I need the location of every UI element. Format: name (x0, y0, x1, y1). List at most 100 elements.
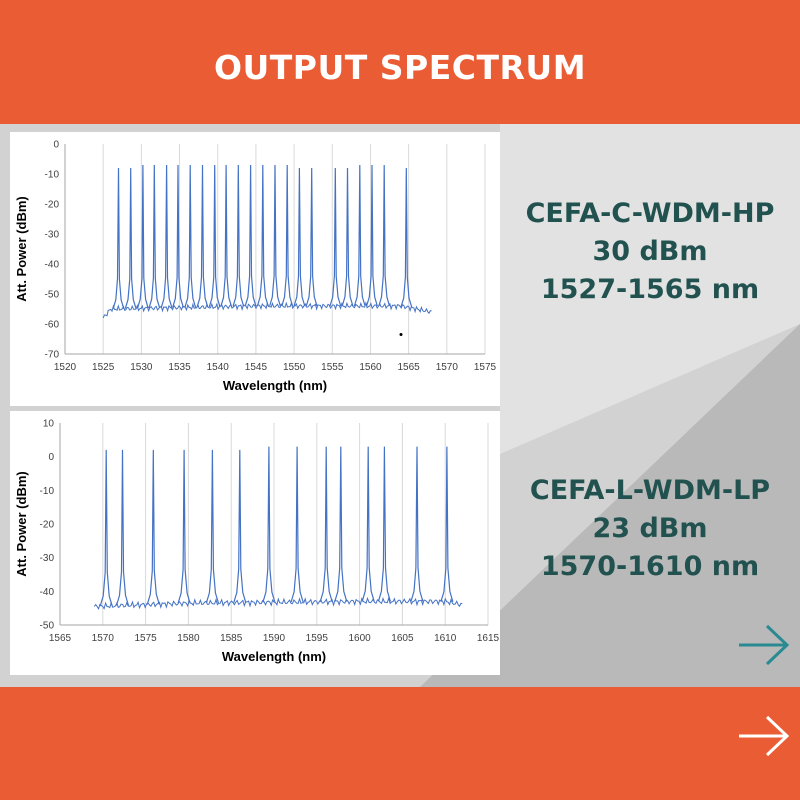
x-tick-label: 1595 (306, 633, 329, 644)
x-tick-label: 1600 (348, 633, 371, 644)
y-tick-label: -60 (45, 320, 60, 331)
x-tick-label: 1570 (92, 633, 115, 644)
spectral-peak (184, 164, 197, 308)
x-tick-label: 1570 (436, 362, 459, 373)
x-tick-label: 1585 (220, 633, 243, 644)
spectral-peak (366, 164, 378, 307)
y-tick-label: -40 (45, 260, 60, 271)
chart-c-band: 1520 1525 1530 1535 1540 1545 1550 1555 1560 1565… (14, 140, 497, 394)
spectral-peak (99, 449, 113, 607)
spectral-peak (410, 446, 424, 602)
y-tick-label: -40 (40, 587, 55, 598)
product-name: CEFA-C-WDM-HP (525, 198, 775, 229)
background-shapes (420, 124, 800, 687)
y-axis-label: Att. Power (dBm) (14, 196, 29, 301)
spectral-peak (269, 164, 281, 307)
product-spec-c: CEFA-C-WDM-HP 30 dBm 1527-1565 nm (505, 195, 795, 309)
spectral-peak (112, 167, 125, 309)
arrow-right-icon[interactable] (736, 713, 792, 759)
chart-panel-c-band: 1520 1525 1530 1535 1540 1545 1550 1555 1560 1565… (10, 132, 500, 406)
x-tick-label: 1580 (177, 633, 200, 644)
y-tick-label: 10 (43, 419, 55, 430)
spectral-peak (148, 164, 161, 309)
y-tick-label: 0 (48, 452, 54, 463)
spectral-peak (281, 164, 294, 307)
x-tick-label: 1560 (359, 362, 382, 373)
product-name: CEFA-L-WDM-LP (529, 475, 771, 506)
product-range: 1570-1610 nm (540, 551, 760, 582)
product-range: 1527-1565 nm (540, 274, 760, 305)
plot-area: 1520 1525 1530 1535 1540 1545 1550 1555 1560 1565… (14, 140, 497, 394)
chart-l-band: 1565 1570 1575 1580 1585 1590 1595 1600 1605 1610… (14, 419, 500, 665)
plot-area: 1565 1570 1575 1580 1585 1590 1595 1600 1605 1610… (14, 419, 500, 665)
y-tick-label: -10 (45, 170, 60, 181)
product-spec-l: CEFA-L-WDM-LP 23 dBm 1570-1610 nm (505, 472, 795, 586)
x-tick-label: 1575 (134, 633, 157, 644)
spectral-peak (115, 449, 130, 606)
spectral-peak (232, 164, 245, 307)
y-tick-label: -30 (45, 230, 60, 241)
x-tick-label: 1575 (474, 362, 497, 373)
x-tick-label: 1540 (207, 362, 230, 373)
y-tick-label: -20 (40, 520, 55, 531)
spectral-peak (205, 449, 219, 604)
y-tick-label: -50 (45, 290, 60, 301)
spectral-peak (160, 164, 173, 308)
spectral-peak (244, 164, 257, 307)
stray-data-point (399, 333, 403, 336)
x-tick-label: 1530 (130, 362, 153, 373)
spectral-peak (146, 449, 160, 605)
page-title: OUTPUT SPECTRUM (213, 48, 587, 87)
x-tick-label: 1555 (321, 362, 344, 373)
spectral-peak (233, 449, 247, 603)
y-tick-label: -20 (45, 200, 60, 211)
spectral-peak (136, 164, 149, 309)
y-tick-label: -70 (45, 350, 60, 361)
x-axis-label: Wavelength (nm) (223, 378, 327, 393)
arrow-right-icon[interactable] (736, 622, 792, 668)
footer-banner (0, 687, 800, 800)
spectral-peak (440, 446, 454, 602)
spectral-peak (319, 446, 333, 602)
light-wedge (500, 124, 800, 454)
spectral-peak (172, 164, 184, 308)
spectral-peak (341, 167, 354, 307)
spectral-peak (334, 446, 348, 602)
spectral-peak (256, 164, 269, 307)
x-tick-label: 1520 (54, 362, 77, 373)
spectral-peak (377, 446, 391, 602)
spectral-peak (208, 164, 221, 308)
spectral-peak (262, 446, 276, 603)
spectral-peak (305, 167, 318, 307)
product-power: 30 dBm (592, 236, 708, 267)
spectral-peak (220, 164, 233, 307)
spectral-peak (293, 167, 306, 307)
dark-wedge (420, 324, 800, 687)
spectral-peak (353, 164, 366, 307)
x-tick-label: 1550 (283, 362, 306, 373)
spectral-peak (400, 167, 413, 308)
x-tick-label: 1590 (263, 633, 286, 644)
noise-floor-trace (93, 596, 463, 610)
spectral-peak (329, 167, 342, 307)
x-tick-label: 1525 (92, 362, 115, 373)
x-tick-label: 1615 (477, 633, 500, 644)
x-tick-label: 1565 (49, 633, 72, 644)
x-tick-label: 1610 (434, 633, 457, 644)
x-tick-label: 1565 (398, 362, 421, 373)
x-tick-label: 1535 (168, 362, 191, 373)
y-tick-label: -30 (40, 553, 55, 564)
header-banner: OUTPUT SPECTRUM (0, 0, 800, 124)
x-tick-label: 1545 (245, 362, 268, 373)
chart-panel-l-band: 1565 1570 1575 1580 1585 1590 1595 1600 1605 1610… (10, 411, 500, 675)
x-tick-label: 1605 (391, 633, 414, 644)
y-tick-label: -10 (40, 486, 55, 497)
x-axis-label: Wavelength (nm) (222, 649, 326, 664)
spectral-peak (196, 164, 209, 308)
spectral-peak (124, 167, 137, 309)
spectral-peak (290, 446, 304, 603)
y-tick-label: 0 (53, 140, 59, 151)
spectral-peak (378, 164, 391, 307)
spectral-peak (177, 449, 191, 604)
y-tick-label: -50 (40, 621, 55, 632)
